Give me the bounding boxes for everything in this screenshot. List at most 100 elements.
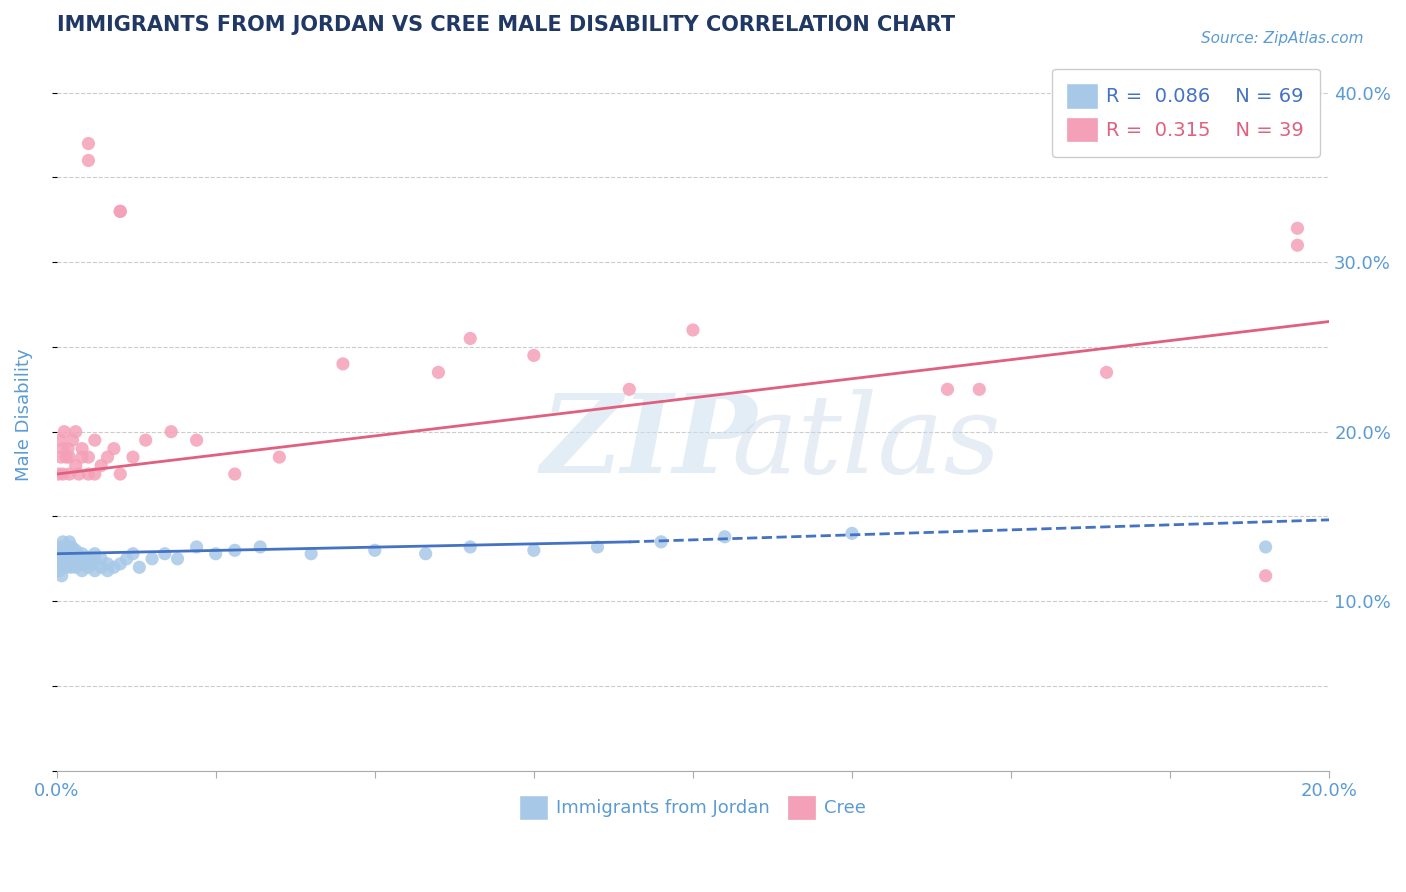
Point (458, 540, 481, 554)
Point (427, 365, 450, 379)
Point (58, 450, 80, 464)
Point (122, 450, 145, 464)
Point (77, 450, 100, 464)
Point (650, 534, 672, 549)
Point (90, 458, 112, 473)
Point (51, 550, 73, 565)
Point (523, 348, 546, 362)
Point (83, 547, 105, 561)
Point (77, 136, 100, 151)
Point (65, 458, 87, 473)
Point (66, 547, 89, 561)
Point (49, 557, 72, 571)
Point (77, 560, 100, 574)
Point (1286, 221, 1309, 235)
Point (619, 382, 641, 396)
Point (96, 564, 118, 578)
Point (53, 547, 76, 561)
Point (49, 450, 72, 464)
Text: ZIP: ZIP (540, 390, 756, 497)
Point (58, 467, 80, 481)
Point (55, 543, 77, 558)
Point (80, 557, 103, 571)
Point (224, 467, 246, 481)
Point (60, 540, 83, 554)
Point (48, 543, 70, 558)
Point (586, 540, 609, 554)
Point (269, 450, 291, 464)
Point (110, 204, 132, 219)
Point (682, 323, 704, 337)
Point (62, 551, 84, 566)
Point (160, 425, 183, 439)
Point (62, 543, 84, 558)
Point (48, 564, 70, 578)
Point (713, 530, 735, 544)
Point (67, 551, 90, 566)
Point (65, 425, 87, 439)
Point (46, 551, 69, 566)
Point (523, 543, 546, 558)
Point (141, 551, 163, 566)
Point (204, 547, 226, 561)
Text: Source: ZipAtlas.com: Source: ZipAtlas.com (1201, 31, 1364, 46)
Point (186, 540, 208, 554)
Point (135, 433, 157, 447)
Point (70, 557, 93, 571)
Point (110, 467, 132, 481)
Point (56, 540, 79, 554)
Point (166, 551, 188, 566)
Point (49, 547, 72, 561)
Point (96, 557, 118, 571)
Point (55, 450, 77, 464)
Point (58, 551, 80, 566)
Point (53, 540, 76, 554)
Point (115, 551, 138, 566)
Text: atlas: atlas (731, 390, 1001, 497)
Point (969, 382, 991, 396)
Point (65, 551, 87, 566)
Point (103, 560, 125, 574)
Point (90, 551, 112, 566)
Point (52, 534, 75, 549)
Point (103, 442, 125, 456)
Point (936, 382, 959, 396)
Text: IMMIGRANTS FROM JORDAN VS CREE MALE DISABILITY CORRELATION CHART: IMMIGRANTS FROM JORDAN VS CREE MALE DISA… (56, 15, 955, 35)
Point (49, 433, 72, 447)
Point (49, 540, 72, 554)
Point (186, 433, 208, 447)
Point (110, 557, 132, 571)
Y-axis label: Male Disability: Male Disability (15, 349, 32, 481)
Point (841, 526, 863, 541)
Point (70, 450, 93, 464)
Point (65, 560, 87, 574)
Point (52, 551, 75, 566)
Point (70, 547, 93, 561)
Point (58, 543, 80, 558)
Point (58, 534, 80, 549)
Point (90, 560, 112, 574)
Point (1254, 568, 1277, 582)
Point (56, 442, 79, 456)
Point (58, 547, 80, 561)
Point (83, 467, 105, 481)
Point (249, 540, 271, 554)
Point (55, 551, 77, 566)
Point (96, 450, 118, 464)
Point (51, 568, 73, 582)
Point (299, 547, 322, 561)
Point (332, 357, 354, 371)
Point (67, 467, 90, 481)
Point (53, 425, 76, 439)
Point (122, 547, 145, 561)
Point (52, 543, 75, 558)
Point (77, 467, 100, 481)
Point (110, 204, 132, 219)
Point (52, 467, 75, 481)
Point (55, 560, 77, 574)
Point (128, 560, 150, 574)
Point (77, 550, 100, 565)
Point (52, 442, 75, 456)
Point (59, 560, 82, 574)
Point (56, 547, 79, 561)
